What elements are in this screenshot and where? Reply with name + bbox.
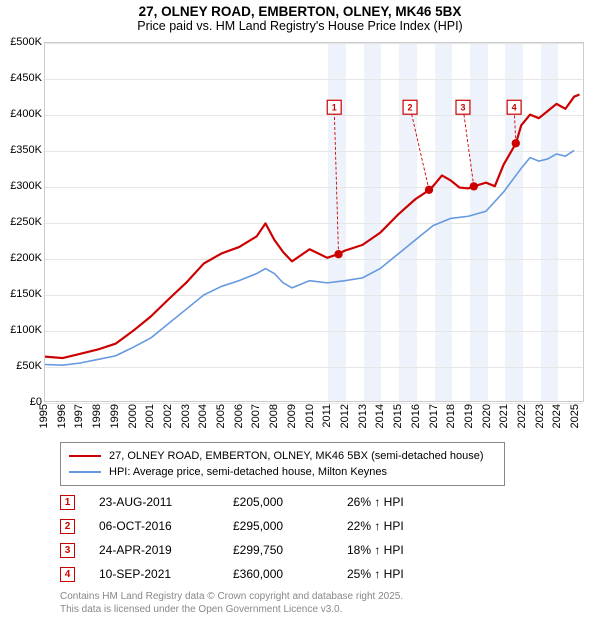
x-axis-label: 2017: [428, 404, 440, 428]
x-axis-label: 1997: [73, 404, 85, 428]
sale-row: 2 06-OCT-2016 £295,000 22% ↑ HPI: [60, 514, 447, 538]
legend-label-blue: HPI: Average price, semi-detached house,…: [109, 466, 387, 478]
sale-price: £360,000: [233, 567, 323, 581]
x-axis-label: 1996: [56, 404, 68, 428]
y-axis-label: £250K: [10, 216, 42, 228]
sale-marker-icon: 3: [60, 543, 75, 558]
sale-price: £299,750: [233, 543, 323, 557]
y-axis-label: £150K: [10, 288, 42, 300]
sale-price: £205,000: [233, 495, 323, 509]
x-axis-label: 2006: [233, 404, 245, 428]
x-axis-label: 2016: [410, 404, 422, 428]
x-axis-label: 1995: [38, 404, 50, 428]
sale-diff: 22% ↑ HPI: [347, 519, 447, 533]
chart-plot-area: 1234: [44, 42, 584, 402]
x-axis-label: 2011: [321, 404, 333, 428]
sale-diff: 25% ↑ HPI: [347, 567, 447, 581]
x-axis-label: 2015: [392, 404, 404, 428]
x-axis-label: 2023: [534, 404, 546, 428]
y-axis-label: £350K: [10, 144, 42, 156]
x-axis-label: 2009: [286, 404, 298, 428]
series-red: [45, 95, 580, 359]
x-axis-label: 1999: [109, 404, 121, 428]
sale-price: £295,000: [233, 519, 323, 533]
sale-row: 1 23-AUG-2011 £205,000 26% ↑ HPI: [60, 490, 447, 514]
sale-row: 3 24-APR-2019 £299,750 18% ↑ HPI: [60, 538, 447, 562]
x-axis-label: 2020: [481, 404, 493, 428]
y-axis-label: £450K: [10, 72, 42, 84]
y-axis-label: £100K: [10, 324, 42, 336]
sale-date: 23-AUG-2011: [99, 495, 209, 509]
x-axis-label: 2014: [374, 404, 386, 428]
x-axis-label: 2019: [463, 404, 475, 428]
x-axis-label: 2005: [215, 404, 227, 428]
x-axis-label: 2022: [516, 404, 528, 428]
x-axis-label: 2012: [339, 404, 351, 428]
chart-title-line2: Price paid vs. HM Land Registry's House …: [0, 19, 600, 33]
sale-date: 24-APR-2019: [99, 543, 209, 557]
x-axis-label: 2025: [569, 404, 581, 428]
footer-line1: Contains HM Land Registry data © Crown c…: [60, 590, 403, 603]
x-axis-label: 2008: [268, 404, 280, 428]
x-axis-label: 1998: [91, 404, 103, 428]
y-axis-label: £400K: [10, 108, 42, 120]
y-axis-label: £200K: [10, 252, 42, 264]
x-axis-label: 2003: [180, 404, 192, 428]
x-axis-label: 2013: [357, 404, 369, 428]
sale-marker-icon: 4: [60, 567, 75, 582]
y-axis-label: £500K: [10, 36, 42, 48]
legend: 27, OLNEY ROAD, EMBERTON, OLNEY, MK46 5B…: [60, 442, 505, 486]
marker-label-3: 3: [460, 103, 465, 113]
sale-diff: 26% ↑ HPI: [347, 495, 447, 509]
x-axis-label: 2002: [162, 404, 174, 428]
x-axis-label: 2010: [304, 404, 316, 428]
footer-line2: This data is licensed under the Open Gov…: [60, 603, 403, 616]
sale-diff: 18% ↑ HPI: [347, 543, 447, 557]
x-axis-label: 2001: [144, 404, 156, 428]
x-axis-label: 2018: [445, 404, 457, 428]
sale-date: 10-SEP-2021: [99, 567, 209, 581]
footer-licence: Contains HM Land Registry data © Crown c…: [60, 590, 403, 616]
x-axis-label: 2000: [127, 404, 139, 428]
sale-date: 06-OCT-2016: [99, 519, 209, 533]
x-axis-label: 2007: [250, 404, 262, 428]
chart-title-line1: 27, OLNEY ROAD, EMBERTON, OLNEY, MK46 5B…: [0, 4, 600, 19]
sale-marker-icon: 1: [60, 495, 75, 510]
legend-swatch-blue: [69, 471, 101, 473]
sale-marker-icon: 2: [60, 519, 75, 534]
x-axis-label: 2021: [498, 404, 510, 428]
x-axis-label: 2024: [551, 404, 563, 428]
x-axis-label: 2004: [197, 404, 209, 428]
y-axis-label: £300K: [10, 180, 42, 192]
legend-swatch-red: [69, 455, 101, 458]
sales-table: 1 23-AUG-2011 £205,000 26% ↑ HPI 2 06-OCT-201…: [60, 490, 447, 586]
legend-label-red: 27, OLNEY ROAD, EMBERTON, OLNEY, MK46 5B…: [109, 450, 484, 462]
y-axis-label: £50K: [16, 360, 42, 372]
sale-row: 4 10-SEP-2021 £360,000 25% ↑ HPI: [60, 562, 447, 586]
series-blue: [45, 150, 574, 365]
